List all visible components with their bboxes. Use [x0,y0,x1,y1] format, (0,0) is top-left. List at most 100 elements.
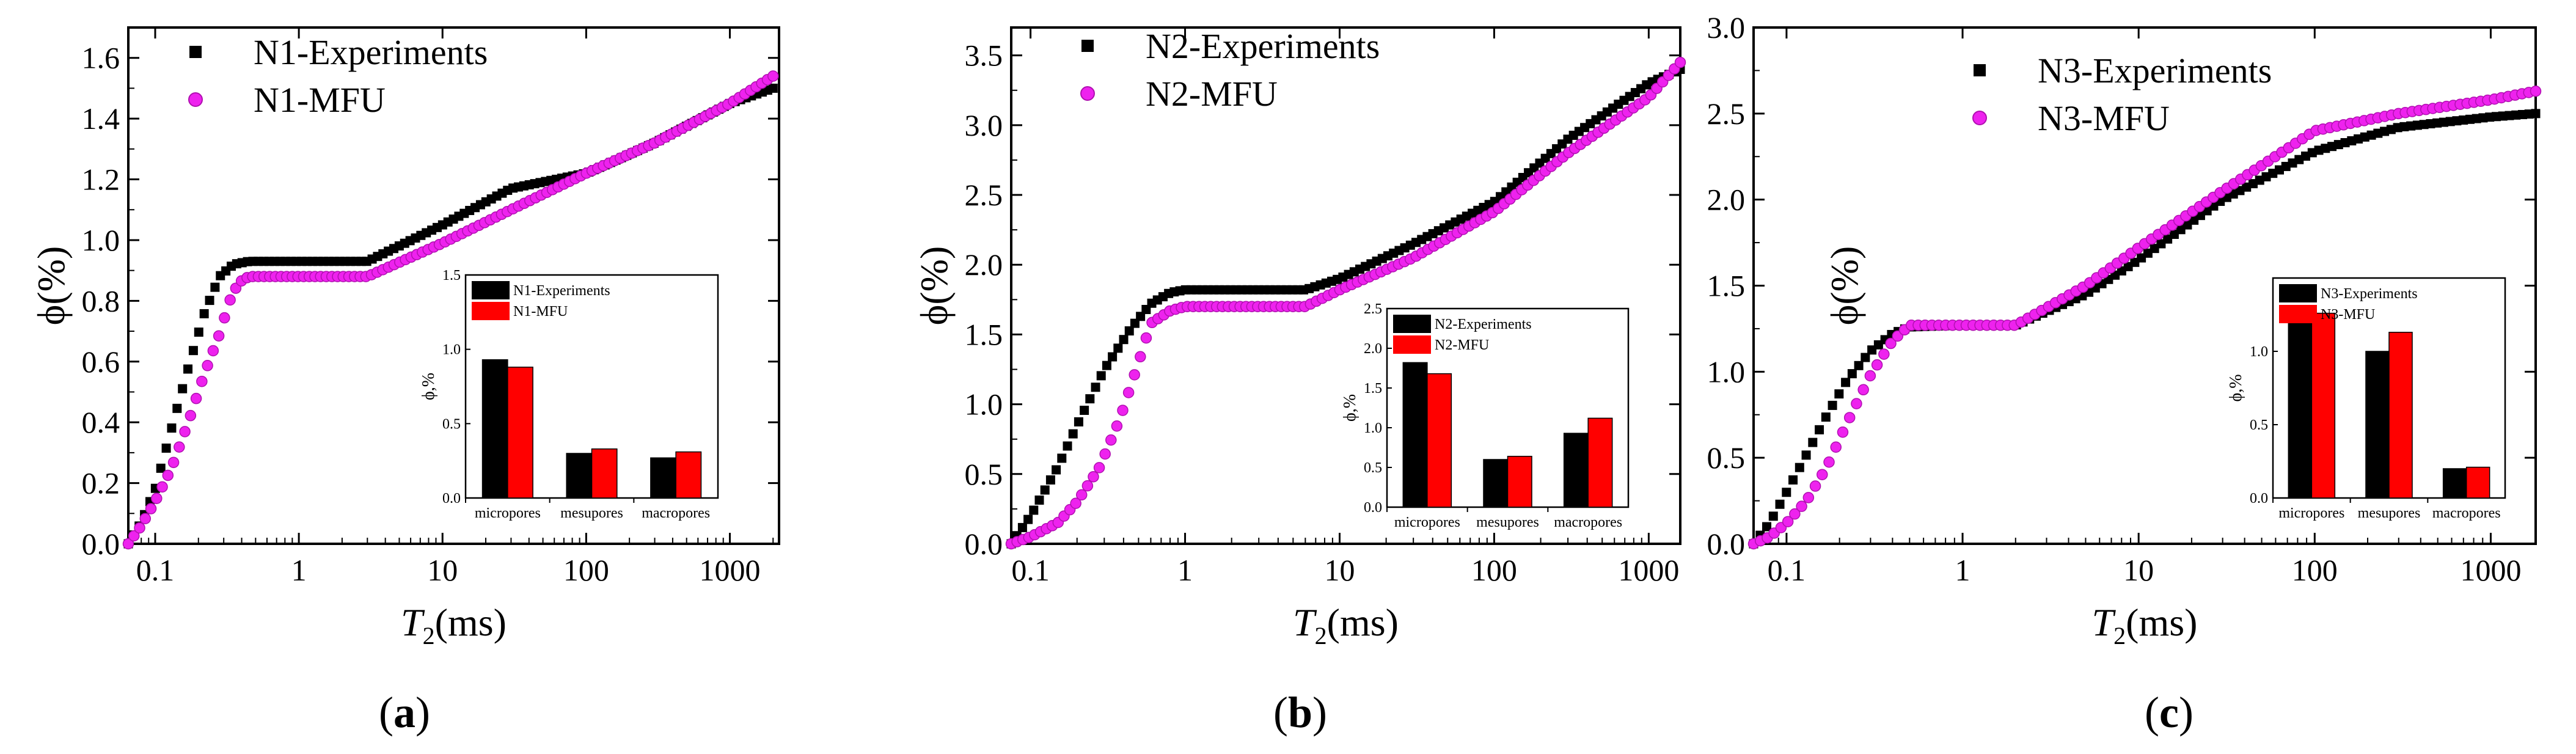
inset-legend-swatch-mfu [2279,305,2317,323]
experiment-point [1124,326,1134,336]
legend-label-mfu: N2-MFU [1146,74,1278,114]
inset-bar-mfu [675,451,702,499]
y-tick-label: 1.0 [82,223,120,257]
inset-category-label: mesupores [2358,505,2421,521]
inset-category-label: micropores [2278,505,2344,521]
panel-label-part: ) [1312,688,1327,737]
x-axis-title-symbol: T [401,601,425,644]
mfu-point [1070,497,1081,509]
mfu-point [1851,398,1862,409]
y-tick-label: 3.0 [965,108,1003,142]
experiment-point [1096,371,1106,381]
plot-frame [127,26,780,545]
panel-label-part: c [2159,688,2179,737]
experiment-point [1040,485,1050,495]
mfu-point [1140,332,1152,344]
mfu-point [1105,434,1117,446]
mfu-point [1093,462,1105,474]
experiment-point [205,296,214,306]
y-tick-label: 0.5 [1707,441,1746,475]
inset-legend-swatch-experiments [2279,284,2317,302]
panel-a: 0.1 1 10 100 1000 0.0 0.2 0.4 0.6 0.8 1.0 1.2 1.4 1.6… [29,26,780,737]
mfu-point [145,503,157,514]
experiment-point [1080,406,1089,415]
x-axis-title-unit: (ms) [435,601,507,644]
mfu-point [213,330,225,342]
experiment-point [188,346,198,356]
y-tick-label: 3.0 [1707,10,1746,45]
x-tick-label: 100 [1471,553,1517,587]
inset-y-tick-label: 0.5 [1364,460,1382,476]
inset-legend-label-experiments: N3-Experiments [2321,286,2418,302]
inset-y-tick-label: 1.5 [442,268,461,284]
inset-legend-label-mfu: N1-MFU [513,304,568,320]
x-axis-title: T2(ms) [2092,601,2198,650]
inset-bar-mfu [1427,373,1452,508]
experiment-point [1074,417,1083,426]
y-tick-label: 1.0 [1707,354,1746,389]
mfu-point [1789,508,1801,520]
experiment-point [1029,505,1039,515]
mfu-point [1117,404,1129,416]
mfu-point [1817,469,1828,480]
mfu-point [1122,387,1135,398]
mfu-point [1135,351,1146,363]
inset-y-tick-label: 1.5 [1364,381,1382,397]
inset-y-tick-label: 0.0 [1364,500,1382,516]
mfu-point [122,538,134,550]
inset-y-tick-label: 1.0 [1364,420,1382,436]
mfu-point [1843,412,1856,423]
x-tick-label: 10 [1324,553,1355,587]
y-tick-label: 2.0 [965,247,1003,282]
series-mfu [122,70,779,550]
y-tick-label: 0.0 [965,527,1003,561]
inset-bar-experiments [566,453,593,499]
mfu-point [156,481,168,493]
experiment-point [1136,312,1146,321]
inset-y-axis-title: ϕ,% [2227,374,2245,401]
panel-label-part: b [1288,688,1312,737]
inset-category-label: mesupores [560,505,623,521]
inset-bar-mfu [2465,466,2490,499]
mfu-point [1809,480,1821,492]
x-tick-label: 1 [1955,553,1970,587]
panel-label-part: ) [415,688,430,737]
x-tick-label: 0.1 [1768,553,1806,587]
inset-bar-experiments [1563,433,1589,508]
mfu-point [1129,369,1140,381]
x-axis-title-symbol: T [1293,601,1317,644]
inset-bar-experiments [2442,468,2467,499]
inset-category-label: macropores [2432,505,2501,521]
inset-y-axis-title: ϕ,% [1341,394,1359,422]
inset-legend-swatch-experiments [1393,315,1431,333]
experiment-point [1768,511,1778,521]
x-tick-label: 100 [563,553,609,587]
mfu-point [1111,420,1123,432]
mfu-point [1837,426,1849,438]
experiment-point [1017,522,1027,532]
mfu-point [1885,337,1897,350]
experiment-point [1102,361,1111,370]
inset-bar-chart: 0.0 0.5 1.0 1.5 ϕ,% micropores mesupores macrop… [419,268,719,521]
inset-y-axis-title: ϕ,% [419,373,438,400]
mfu-point [219,312,230,324]
experiment-point [1085,394,1095,404]
series-mfu [1005,56,1686,550]
mfu-point [151,492,163,504]
mfu-point [1088,470,1099,483]
experiment-point [194,328,203,337]
y-tick-label: 0.2 [82,466,120,500]
experiment-point [1788,475,1798,485]
x-tick-label: 1 [1177,553,1193,587]
inset-y-tick-label: 0.0 [2250,491,2268,507]
x-tick-label: 10 [2123,553,2154,587]
experiment-point [1034,495,1044,505]
inset-bar-mfu [2311,312,2336,499]
inset-bar-mfu [1507,456,1532,508]
legend-marker-experiments [189,46,202,58]
y-tick-label: 3.5 [965,38,1003,73]
experiment-point [1854,361,1864,370]
x-axis-title-subscript: 2 [423,622,435,650]
series-experiments [1006,65,1685,549]
